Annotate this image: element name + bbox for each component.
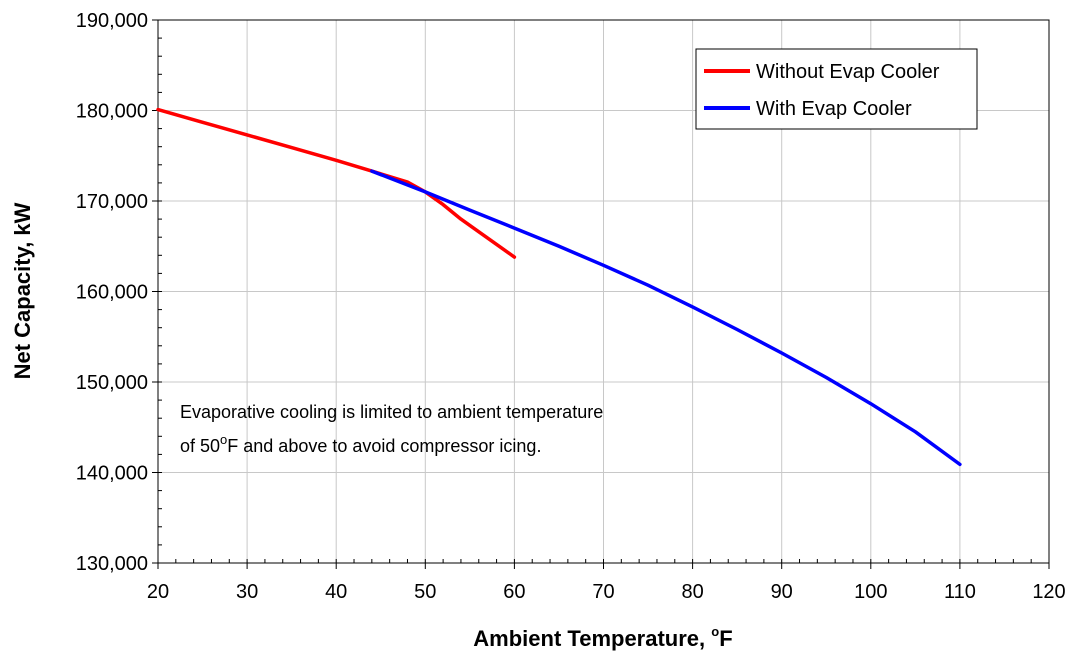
- x-tick-label: 110: [944, 581, 976, 603]
- x-tick-labels: 20 30 40 50 60 70 80 90 100 110 120: [147, 581, 1066, 603]
- x-tick-label: 60: [503, 581, 525, 603]
- x-tick-label: 90: [771, 581, 793, 603]
- series-line-0: [156, 107, 517, 259]
- y-tick-label: 150,000: [76, 372, 148, 394]
- x-tick-label: 30: [236, 581, 258, 603]
- y-tick-label: 140,000: [76, 463, 148, 485]
- series-lines: [156, 107, 962, 467]
- annotation-line-2: of 50oF and above to avoid compressor ic…: [180, 432, 541, 456]
- x-tick-label: 70: [592, 581, 614, 603]
- legend-label-with-evap: With Evap Cooler: [756, 98, 912, 120]
- x-tick-label: 40: [325, 581, 347, 603]
- series-line-1: [370, 169, 962, 467]
- x-tick-label: 120: [1032, 581, 1065, 603]
- legend-box: [695, 48, 978, 130]
- y-tick-labels: 130,000 140,000 150,000 160,000 170,000 180,0…: [76, 10, 148, 575]
- legend-label-without-evap: Without Evap Cooler: [756, 61, 940, 83]
- x-axis-title: Ambient Temperature, oF: [473, 624, 732, 651]
- x-tick-label: 20: [147, 581, 169, 603]
- minor-ticks: [152, 19, 1050, 569]
- y-tick-label: 180,000: [76, 101, 148, 123]
- y-tick-label: 160,000: [76, 282, 148, 304]
- y-tick-label: 170,000: [76, 191, 148, 213]
- annotation-line-1: Evaporative cooling is limited to ambien…: [180, 402, 603, 422]
- y-axis-title: Net Capacity, kW: [10, 202, 35, 379]
- annotation: Evaporative cooling is limited to ambien…: [180, 402, 603, 456]
- x-tick-label: 100: [854, 581, 887, 603]
- y-tick-label: 190,000: [76, 10, 148, 32]
- legend: Without Evap Cooler With Evap Cooler: [695, 48, 978, 130]
- x-tick-label: 50: [414, 581, 436, 603]
- y-tick-label: 130,000: [76, 553, 148, 575]
- x-tick-label: 80: [681, 581, 703, 603]
